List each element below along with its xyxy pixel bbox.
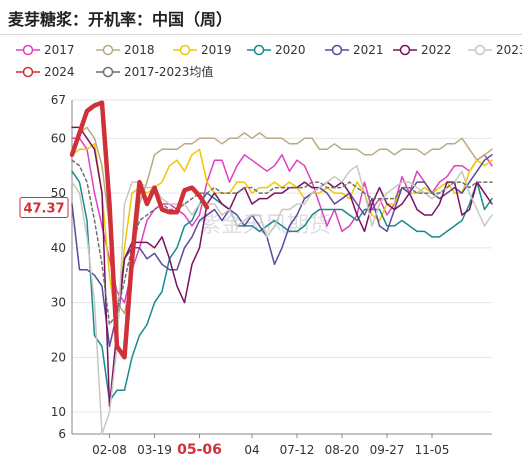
legend-label: 2020: [275, 43, 306, 57]
series-line-2024: [69, 100, 210, 360]
legend-label: 2022: [421, 43, 452, 57]
legend-label: 2024: [44, 65, 75, 79]
series-line-2018: [71, 126, 493, 315]
chart-title: 麦芽糖浆：开机率：中国（周）: [8, 10, 233, 29]
series-line-2020: [71, 170, 493, 402]
y-tick-label: 60: [51, 131, 66, 145]
legend-swatch-icon: [16, 66, 40, 78]
legend-label: 2023: [496, 43, 522, 57]
x-tick-label: 02-08: [92, 443, 127, 457]
legend-swatch-icon: [96, 66, 120, 78]
legend-label: 2019: [201, 43, 232, 57]
legend-swatch-icon: [393, 44, 417, 56]
y-tick-label: 40: [51, 241, 66, 255]
legend-swatch-icon: [468, 44, 492, 56]
y-tick-label: 30: [51, 296, 66, 310]
x-tick-label: 09-27: [370, 443, 405, 457]
series-line-2017: [71, 137, 493, 304]
series-line-2017-2023均值: [71, 159, 493, 326]
x-tick-label-highlight: 05-06: [177, 442, 222, 458]
y-tick-label: 50: [51, 186, 66, 200]
title-divider: [0, 34, 522, 35]
y-tick-label: 6: [58, 427, 66, 441]
x-tick-label: 11-05: [415, 443, 450, 457]
legend-swatch-icon: [247, 44, 271, 56]
series-line-2021: [71, 154, 493, 348]
x-tick-label: 08-20: [325, 443, 360, 457]
y-tick-label: 10: [51, 405, 66, 419]
legend-label: 2021: [353, 43, 384, 57]
legend-label: 2017: [44, 43, 75, 57]
series-layer: [69, 100, 493, 435]
legend-swatch-icon: [96, 44, 120, 56]
x-tick-label: 07-12: [280, 443, 315, 457]
label-layer: 47.37: [19, 196, 69, 218]
series-line-2022: [71, 126, 493, 408]
current-value-label: 47.37: [23, 201, 64, 216]
x-tick-label: 03-19: [137, 443, 172, 457]
legend-swatch-icon: [325, 44, 349, 56]
x-tick-label: 04: [244, 443, 259, 457]
legend-swatch-icon: [16, 44, 40, 56]
legend-label: 2018: [124, 43, 155, 57]
legend-swatch-icon: [173, 44, 197, 56]
axis-layer: 6 10 20 30 40 50 60 67 02-08 03-19 05-06 04 07-12 08-…: [51, 93, 492, 458]
grid-layer: [72, 99, 492, 435]
y-tick-label: 67: [51, 93, 66, 107]
current-value-badge: [19, 196, 69, 218]
y-tick-label: 20: [51, 350, 66, 364]
legend-label: 2017-2023均值: [124, 65, 214, 79]
